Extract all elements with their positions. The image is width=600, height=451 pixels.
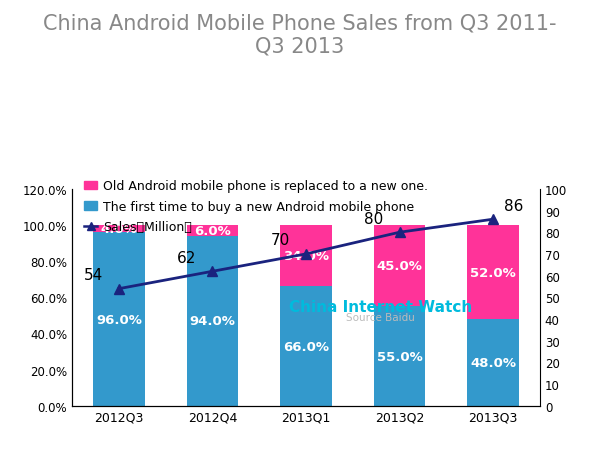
Text: 4.0%: 4.0% xyxy=(101,223,137,235)
Bar xyxy=(280,226,332,287)
Bar xyxy=(93,226,145,233)
Text: 45.0%: 45.0% xyxy=(377,260,422,272)
Bar xyxy=(374,307,425,406)
Bar xyxy=(187,236,238,406)
Bar xyxy=(374,226,425,307)
Text: China Android Mobile Phone Sales from Q3 2011-
Q3 2013: China Android Mobile Phone Sales from Q3… xyxy=(43,14,557,57)
Text: 6.0%: 6.0% xyxy=(194,225,231,237)
Text: 34.0%: 34.0% xyxy=(283,250,329,262)
Legend: Old Android mobile phone is replaced to a new one., The first time to buy a new : Old Android mobile phone is replaced to … xyxy=(84,180,428,234)
Text: China Internet Watch: China Internet Watch xyxy=(289,299,472,314)
Text: 54: 54 xyxy=(83,267,103,282)
Text: 66.0%: 66.0% xyxy=(283,340,329,353)
Bar xyxy=(280,287,332,406)
Text: 62: 62 xyxy=(177,250,196,265)
Text: 86: 86 xyxy=(504,198,524,213)
Text: Source Baidu: Source Baidu xyxy=(346,313,415,322)
Text: 96.0%: 96.0% xyxy=(96,313,142,326)
Text: 94.0%: 94.0% xyxy=(190,315,235,327)
Text: 80: 80 xyxy=(364,211,383,226)
Bar xyxy=(187,226,238,236)
Text: 52.0%: 52.0% xyxy=(470,266,516,279)
Bar xyxy=(467,226,519,319)
Text: 70: 70 xyxy=(271,233,290,248)
Text: 55.0%: 55.0% xyxy=(377,350,422,363)
Bar xyxy=(467,319,519,406)
Bar xyxy=(93,233,145,406)
Text: 48.0%: 48.0% xyxy=(470,356,516,369)
